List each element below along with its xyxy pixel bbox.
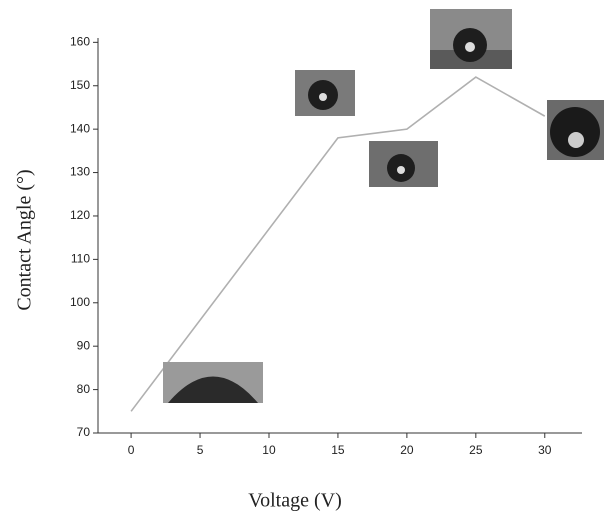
- y-tick-label: 160: [70, 35, 90, 49]
- droplet-photo: [369, 141, 438, 187]
- y-tick-label: 70: [77, 425, 91, 439]
- x-tick-label: 10: [262, 443, 276, 457]
- x-tick-label: 5: [197, 443, 204, 457]
- droplet-photo: [295, 70, 355, 116]
- x-tick-label: 0: [128, 443, 135, 457]
- x-tick-label: 20: [400, 443, 414, 457]
- y-tick-label: 120: [70, 208, 90, 222]
- y-tick-label: 130: [70, 165, 90, 179]
- droplet-insets: [163, 9, 604, 403]
- x-tick-label: 15: [331, 443, 345, 457]
- y-tick-label: 90: [77, 338, 91, 352]
- y-tick-label: 80: [77, 382, 91, 396]
- y-tick-label: 110: [71, 252, 90, 266]
- y-tick-label: 150: [70, 78, 90, 92]
- droplet-photo: [547, 100, 604, 160]
- droplet-photo: [430, 9, 512, 69]
- y-tick-label: 100: [70, 295, 90, 309]
- y-axis-label: Contact Angle (°): [14, 169, 36, 310]
- x-axis-label: Voltage (V): [248, 490, 342, 512]
- x-tick-label: 25: [469, 443, 483, 457]
- y-tick-label: 140: [70, 121, 90, 135]
- droplet-photo: [163, 362, 263, 403]
- x-tick-label: 30: [538, 443, 552, 457]
- data-line: [130, 76, 546, 412]
